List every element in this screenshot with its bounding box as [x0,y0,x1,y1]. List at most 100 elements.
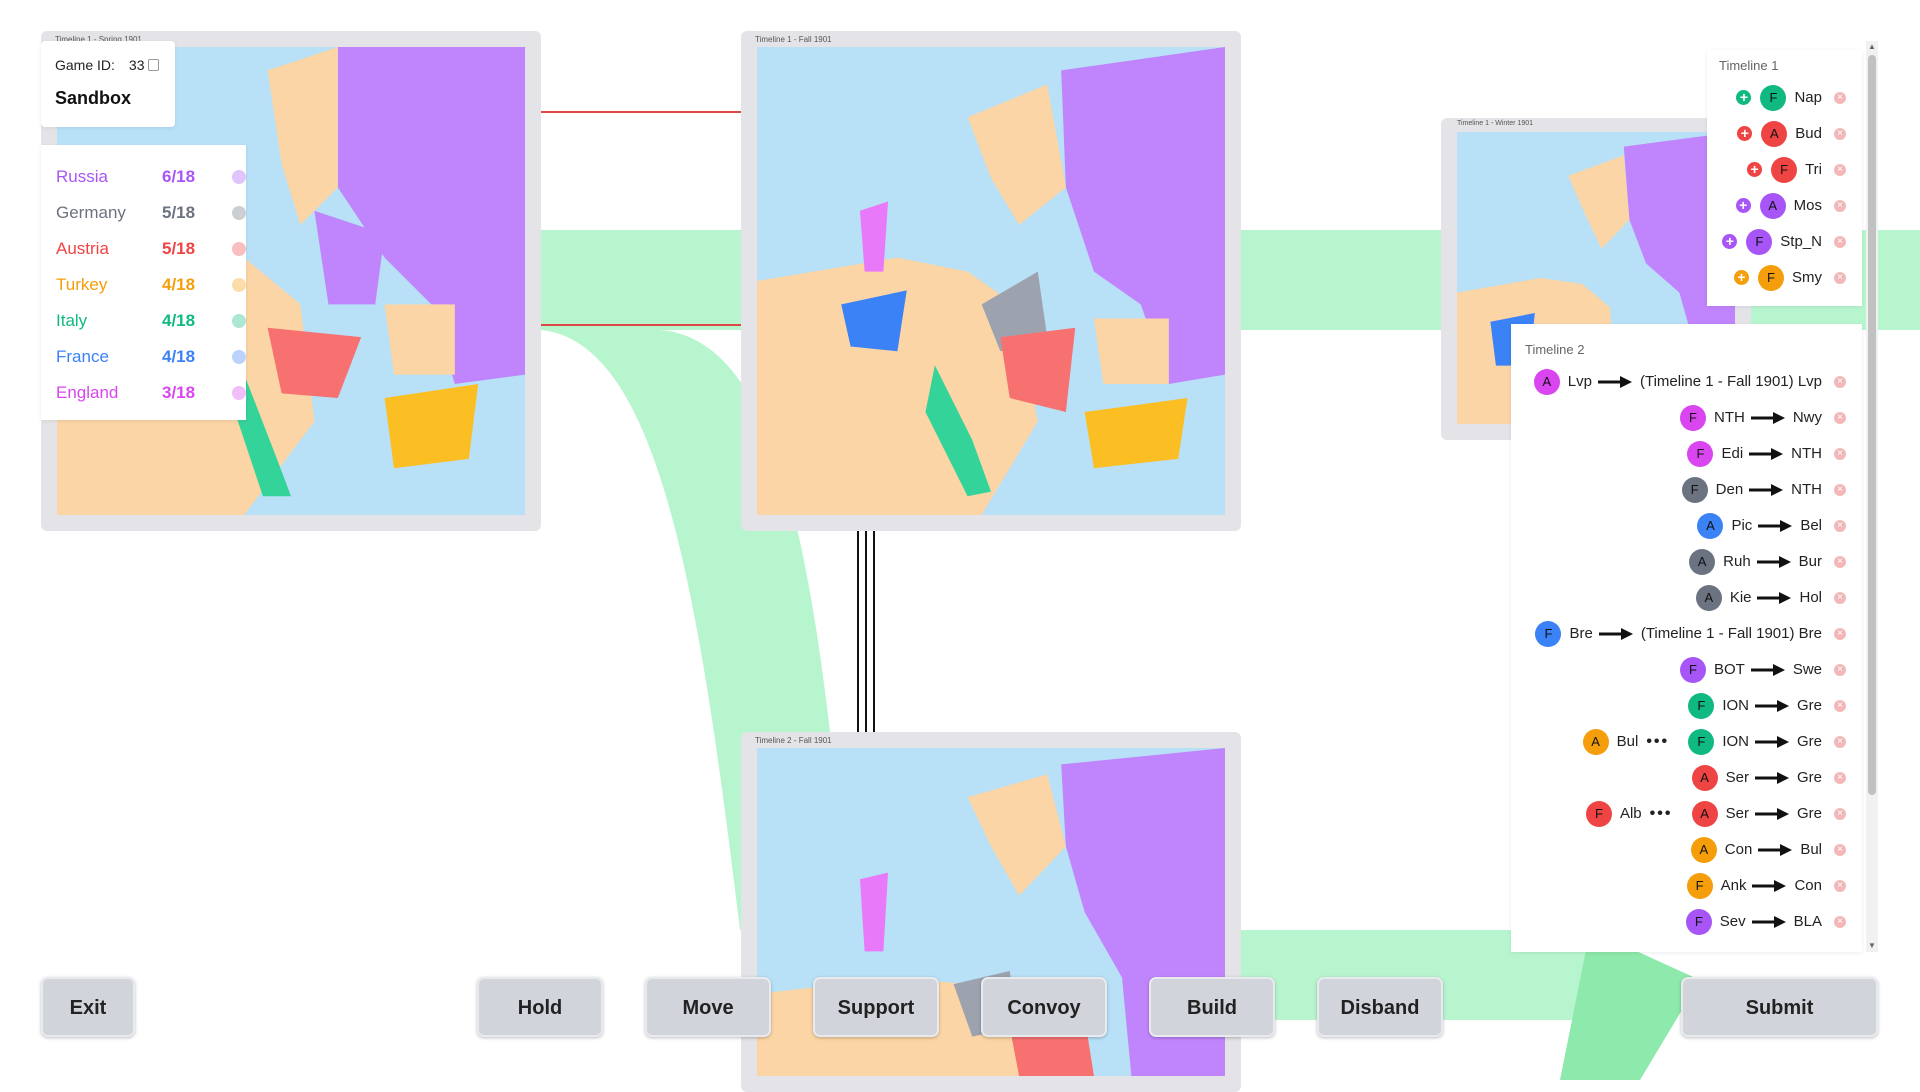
remove-order-icon[interactable]: × [1834,700,1846,712]
game-id-value: 33 [128,57,145,73]
remove-order-icon[interactable]: × [1834,772,1846,784]
unit-token[interactable]: F [1758,265,1784,291]
remove-order-icon[interactable]: × [1834,448,1846,460]
order-row[interactable]: + F Stp_N × [1700,228,1860,256]
order-row[interactable]: F Sev BLA × [1511,908,1862,936]
order-row[interactable]: A Pic Bel × [1511,512,1862,540]
convoy-button[interactable]: Convoy [981,977,1107,1037]
remove-order-icon[interactable]: × [1834,520,1846,532]
remove-order-icon[interactable]: × [1834,272,1846,284]
score-row-russia[interactable]: Russia 6/18 [56,165,246,189]
remove-order-icon[interactable]: × [1834,484,1846,496]
remove-order-icon[interactable]: × [1834,236,1846,248]
unit-token[interactable]: F [1585,801,1612,827]
score-row-austria[interactable]: Austria 5/18 [56,237,246,261]
unit-token[interactable]: F [1685,909,1712,935]
order-row[interactable]: + A Bud × [1700,120,1860,148]
order-row[interactable]: A Kie Hol × [1511,584,1862,612]
remove-order-icon[interactable]: × [1834,808,1846,820]
unit-token[interactable]: A [1759,193,1786,219]
order-row[interactable]: F ION Gre × [1511,692,1862,720]
submit-button[interactable]: Submit [1681,977,1878,1037]
unit-token[interactable]: F [1681,477,1708,503]
game-id-label: Game ID: [55,57,115,73]
unit-token[interactable]: A [1689,549,1716,575]
arrow-icon [1750,411,1785,425]
arrow-icon [1749,483,1784,497]
disband-button[interactable]: Disband [1317,977,1443,1037]
unit-token[interactable]: A [1761,121,1788,147]
support-button[interactable]: Support [813,977,939,1037]
order-row[interactable]: + F Smy × [1700,264,1860,292]
order-row[interactable]: A Lvp (Timeline 1 - Fall 1901) Lvp × [1511,368,1862,396]
remove-order-icon[interactable]: × [1834,412,1846,424]
scroll-down-icon[interactable]: ▼ [1868,941,1876,950]
order-row[interactable]: F Bre (Timeline 1 - Fall 1901) Bre × [1511,620,1862,648]
order-row[interactable]: F BOT Swe × [1511,656,1862,684]
unit-token[interactable]: F [1680,405,1706,431]
remove-order-icon[interactable]: × [1834,664,1846,676]
order-destination: Nwy [1792,409,1822,426]
check-icon [232,170,246,184]
order-row[interactable]: + A Mos × [1700,192,1860,220]
remove-order-icon[interactable]: × [1834,916,1846,928]
score-row-italy[interactable]: Italy 4/18 [56,309,246,333]
unit-token[interactable]: A [1533,369,1560,395]
board-timeline1-fall-1901[interactable]: Timeline 1 - Fall 1901 [741,31,1241,531]
orders-scrollbar[interactable]: ▲ ▼ [1866,41,1878,952]
unit-token[interactable]: A [1697,513,1724,539]
unit-token[interactable]: A [1695,585,1722,611]
remove-order-icon[interactable]: × [1834,200,1846,212]
order-row[interactable]: + F Nap × [1700,84,1860,112]
order-row[interactable]: F NTH Nwy × [1511,404,1862,432]
score-row-turkey[interactable]: Turkey 4/18 [56,273,246,297]
remove-order-icon[interactable]: × [1834,164,1846,176]
scroll-up-icon[interactable]: ▲ [1868,42,1876,51]
remove-order-icon[interactable]: × [1834,628,1846,640]
unit-token[interactable]: F [1535,621,1562,647]
unit-token[interactable]: A [1690,837,1717,863]
board-timeline2-fall-1901[interactable]: Timeline 2 - Fall 1901 [741,732,1241,1092]
order-row[interactable]: A Con Bul × [1511,836,1862,864]
exit-button[interactable]: Exit [41,977,135,1037]
order-row[interactable]: F Ank Con × [1511,872,1862,900]
remove-order-icon[interactable]: × [1834,128,1846,140]
unit-token[interactable]: A [1691,765,1718,791]
unit-token[interactable]: F [1688,693,1715,719]
nation-score: 5/18 [162,239,196,258]
remove-order-icon[interactable]: × [1834,736,1846,748]
order-row[interactable]: + F Tri × [1700,156,1860,184]
remove-order-icon[interactable]: × [1834,844,1846,856]
map[interactable] [757,47,1225,515]
unit-token[interactable]: F [1771,157,1798,183]
unit-token[interactable]: A [1691,801,1718,827]
unit-token[interactable]: F [1687,441,1714,467]
unit-token[interactable]: F [1679,657,1706,683]
build-button[interactable]: Build [1149,977,1275,1037]
score-row-france[interactable]: France 4/18 [56,345,246,369]
unit-token[interactable]: F [1688,729,1715,755]
move-button[interactable]: Move [645,977,771,1037]
score-row-england[interactable]: England 3/18 [56,381,246,405]
order-destination: (Timeline 1 - Fall 1901) Bre [1640,625,1822,642]
copy-icon[interactable] [148,59,160,71]
remove-order-icon[interactable]: × [1834,880,1846,892]
remove-order-icon[interactable]: × [1834,92,1846,104]
order-row[interactable]: F Den NTH × [1511,476,1862,504]
order-row[interactable]: F ION Gre ••• Bul A × [1511,728,1862,756]
order-row[interactable]: A Ser Gre × [1511,764,1862,792]
unit-token[interactable]: F [1746,229,1773,255]
nation-score: 5/18 [162,203,196,222]
order-row[interactable]: A Ruh Bur × [1511,548,1862,576]
unit-token[interactable]: A [1582,729,1609,755]
scroll-thumb[interactable] [1868,55,1876,795]
remove-order-icon[interactable]: × [1834,556,1846,568]
remove-order-icon[interactable]: × [1834,592,1846,604]
unit-token[interactable]: F [1760,85,1787,111]
remove-order-icon[interactable]: × [1834,376,1846,388]
order-row[interactable]: A Ser Gre ••• Alb F × [1511,800,1862,828]
hold-button[interactable]: Hold [477,977,603,1037]
order-row[interactable]: F Edi NTH × [1511,440,1862,468]
unit-token[interactable]: F [1686,873,1713,899]
score-row-germany[interactable]: Germany 5/18 [56,201,246,225]
